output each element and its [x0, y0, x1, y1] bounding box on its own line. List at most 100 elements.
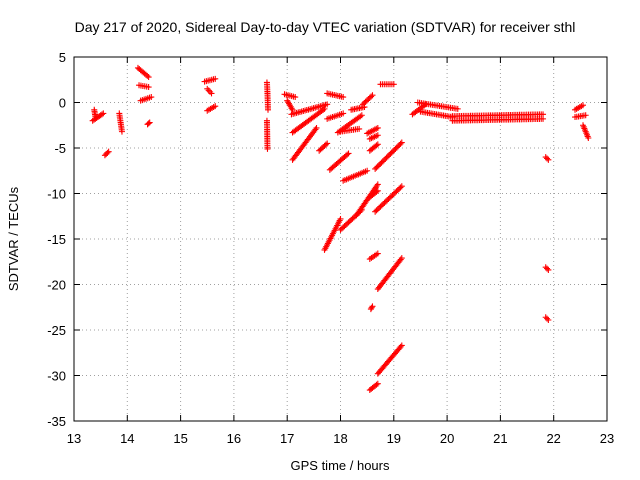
x-tick-label: 20 — [440, 431, 454, 446]
data-point — [212, 75, 219, 82]
data-point — [363, 97, 370, 104]
data-point — [373, 381, 380, 388]
data-point — [540, 115, 547, 122]
data-point — [585, 134, 592, 141]
y-tick-label: 0 — [59, 96, 66, 111]
data-point — [374, 141, 381, 148]
data-point — [104, 149, 111, 156]
data-point — [374, 132, 381, 139]
data-point — [118, 128, 125, 135]
x-tick-label: 14 — [120, 431, 134, 446]
data-point — [324, 101, 331, 108]
data-point — [398, 255, 405, 262]
x-tick-label: 17 — [280, 431, 294, 446]
data-point — [100, 110, 107, 117]
x-tick-label: 22 — [546, 431, 560, 446]
y-tick-label: -5 — [54, 141, 66, 156]
data-point — [98, 111, 105, 118]
data-point — [359, 101, 366, 108]
data-point — [362, 98, 369, 105]
data-point — [148, 94, 155, 101]
data-point — [145, 74, 152, 81]
y-axis-label: SDTVAR / TECUs — [6, 186, 21, 291]
data-point — [374, 187, 381, 194]
y-tick-label: -20 — [47, 278, 66, 293]
data-point — [542, 264, 549, 271]
data-point — [369, 92, 376, 99]
x-tick-label: 18 — [333, 431, 347, 446]
data-point — [207, 88, 214, 95]
data-point — [337, 215, 344, 222]
data-point — [398, 139, 405, 146]
x-tick-label: 21 — [493, 431, 507, 446]
data-point — [544, 265, 551, 272]
data-point — [397, 256, 404, 263]
y-tick-labels: 5 0 -5 -10 -15 -20 -25 -30 -35 — [47, 50, 66, 429]
data-point — [545, 316, 552, 323]
data-point — [144, 72, 151, 79]
data-point — [204, 85, 211, 92]
data-point — [340, 110, 347, 117]
data-point — [366, 94, 373, 101]
y-tick-label: -35 — [47, 414, 66, 429]
data-point — [324, 140, 331, 147]
data-point — [361, 100, 368, 107]
y-tick-label: -25 — [47, 323, 66, 338]
data-point — [544, 315, 551, 322]
data-point — [212, 103, 219, 110]
data-point — [344, 151, 351, 158]
data-point — [545, 156, 552, 163]
data-point — [92, 113, 99, 120]
data-point — [368, 93, 375, 100]
y-tick-label: -30 — [47, 369, 66, 384]
data-point — [289, 106, 296, 113]
y-tick-label: 5 — [59, 50, 66, 65]
data-point — [397, 343, 404, 350]
data-point — [356, 125, 363, 132]
data-point — [542, 314, 549, 321]
x-tick-labels: 13 14 15 16 17 18 19 20 21 22 23 — [67, 431, 614, 446]
data-point — [208, 90, 215, 97]
data-point — [390, 81, 397, 88]
data-point — [454, 105, 461, 112]
data-point — [582, 112, 589, 119]
data-point — [398, 342, 405, 349]
data-point — [544, 155, 551, 162]
data-point — [374, 181, 381, 188]
x-axis-label: GPS time / hours — [291, 458, 390, 473]
data-point — [397, 140, 404, 147]
axis-ticks — [73, 56, 608, 422]
data-point — [373, 142, 380, 149]
data-point — [292, 94, 299, 101]
data-point — [145, 84, 152, 91]
data-point — [364, 167, 371, 174]
data-point — [397, 184, 404, 191]
y-tick-label: -10 — [47, 187, 66, 202]
data-point — [105, 148, 112, 155]
data-point — [264, 145, 271, 152]
data-point — [398, 183, 405, 190]
data-point — [374, 250, 381, 257]
data-point — [373, 188, 380, 195]
chart-title: Day 217 of 2020, Sidereal Day-to-day VTE… — [75, 19, 576, 35]
data-point — [374, 380, 381, 387]
data-point — [365, 96, 372, 103]
y-tick-label: -15 — [47, 232, 66, 247]
data-point — [265, 106, 272, 113]
data-point — [545, 266, 552, 273]
x-tick-label: 23 — [600, 431, 614, 446]
data-points — [89, 64, 592, 394]
x-tick-label: 15 — [173, 431, 187, 446]
data-point — [358, 112, 365, 119]
data-point — [369, 303, 376, 310]
data-point — [345, 150, 352, 157]
data-point — [322, 141, 329, 148]
data-point — [145, 120, 152, 127]
data-point — [321, 105, 328, 112]
data-point — [205, 87, 212, 94]
data-point — [340, 94, 347, 101]
data-point — [312, 126, 319, 133]
data-point — [313, 124, 320, 131]
grid-lines — [74, 57, 607, 421]
